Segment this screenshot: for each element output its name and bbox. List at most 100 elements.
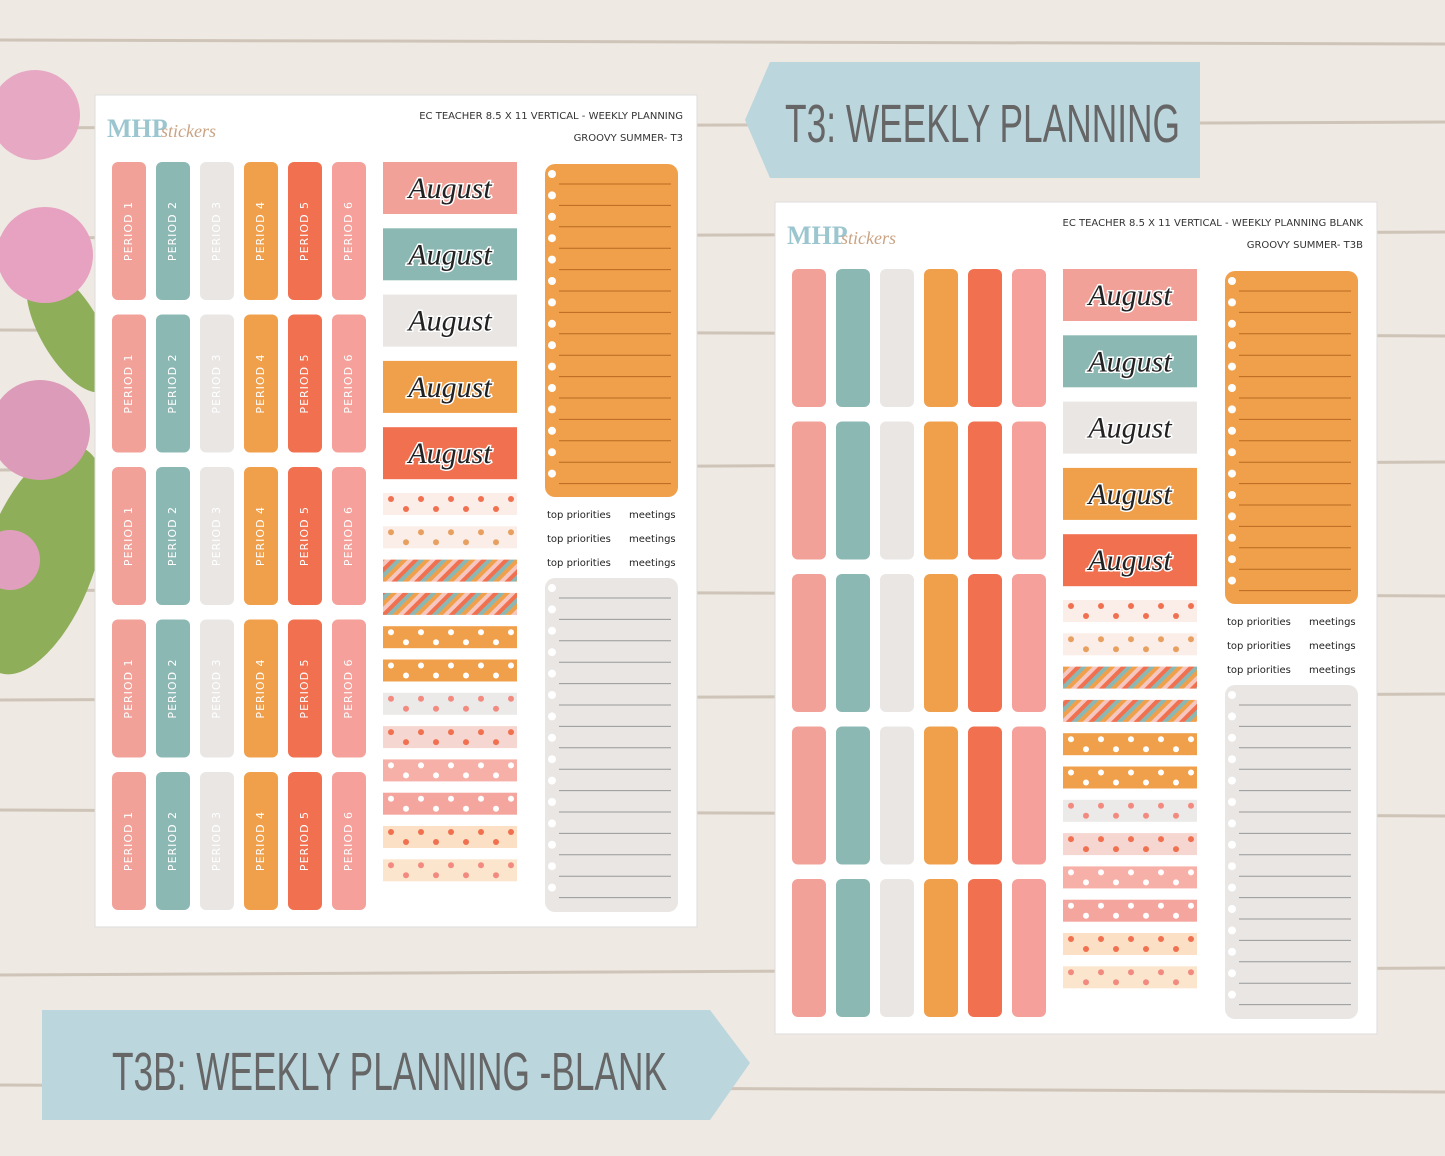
period-tab <box>332 467 366 605</box>
washi-dot <box>1113 979 1119 986</box>
washi-dot <box>1173 879 1179 886</box>
washi-dot <box>418 762 424 769</box>
month-label-box <box>383 294 517 347</box>
list-hole <box>1228 405 1236 414</box>
washi-dot <box>433 705 439 712</box>
list-hole <box>548 840 556 849</box>
month-label: August <box>1086 412 1172 445</box>
month-label-box <box>383 228 517 281</box>
list-hole <box>1228 947 1236 956</box>
washi-dot <box>1143 746 1149 753</box>
washi-dot <box>448 629 454 636</box>
period-tab <box>836 269 870 407</box>
list-hole <box>548 170 556 178</box>
period-label: PERIOD 3 <box>210 201 223 261</box>
period-label: PERIOD 3 <box>210 353 223 413</box>
washi-strip <box>1063 666 1197 689</box>
period-tab <box>836 726 870 865</box>
washi-dot <box>508 795 514 802</box>
period-label: PERIOD 4 <box>254 353 267 413</box>
month-label: August <box>406 238 492 271</box>
washi-dot <box>448 496 454 502</box>
list-hole <box>1228 819 1236 828</box>
period-label: PERIOD 5 <box>298 658 311 718</box>
sheet-subheader: GROOVY SUMMER- T3B <box>1247 240 1363 251</box>
list-hole <box>1228 298 1236 307</box>
washi-dot <box>1068 902 1074 909</box>
list-hole <box>548 212 556 221</box>
washi-dot <box>1158 802 1164 809</box>
period-tab <box>1012 726 1046 865</box>
list-hole <box>1228 798 1236 806</box>
list-hole <box>548 584 556 592</box>
period-tab <box>332 314 366 453</box>
washi-dot <box>478 529 484 536</box>
washi-dot <box>433 672 439 679</box>
period-tab <box>200 162 234 300</box>
washi-dot <box>1143 979 1149 986</box>
list-hole <box>1228 776 1236 785</box>
period-tab <box>968 269 1002 407</box>
washi-dot <box>1068 603 1074 609</box>
period-label: PERIOD 2 <box>166 658 179 718</box>
period-tab <box>880 574 914 712</box>
washi-dot <box>1173 613 1179 619</box>
period-tab <box>880 879 914 1017</box>
washi-dot <box>1188 769 1194 776</box>
washi-dot <box>1173 779 1179 786</box>
washi-dot <box>388 529 394 536</box>
list-hole <box>1228 319 1236 328</box>
washi-dot <box>1113 946 1119 952</box>
list-hole <box>1228 905 1236 913</box>
washi-dot <box>463 805 469 812</box>
washi-dot <box>448 662 454 669</box>
washi-dot <box>1128 736 1134 743</box>
washi-dot <box>388 862 394 869</box>
logo-brand: MHP <box>107 114 168 143</box>
list-heading: top priorities <box>1227 665 1291 676</box>
washi-dot <box>478 629 484 636</box>
list-hole <box>548 691 556 699</box>
list-hole <box>548 341 556 350</box>
washi-dot <box>493 672 499 679</box>
washi-dot <box>1068 969 1074 976</box>
washi-dot <box>1098 603 1104 609</box>
period-label: PERIOD 1 <box>122 658 135 718</box>
period-tab <box>200 467 234 605</box>
washi-dot <box>1113 613 1119 619</box>
washi-dot <box>1143 812 1149 819</box>
period-label: PERIOD 4 <box>254 201 267 261</box>
washi-dot <box>1128 769 1134 776</box>
washi-dot <box>1098 836 1104 843</box>
washi-dot <box>1188 636 1194 643</box>
list-hole <box>548 234 556 243</box>
washi-dot <box>433 872 439 879</box>
washi-dot <box>1143 613 1149 619</box>
washi-dot <box>418 695 424 702</box>
period-tab <box>924 421 958 560</box>
month-label-box <box>383 162 517 214</box>
list-hole <box>1228 426 1236 435</box>
list-heading: top priorities <box>547 534 611 545</box>
washi-dot <box>493 839 499 845</box>
washi-dot <box>493 872 499 879</box>
list-box <box>545 164 678 497</box>
period-label: PERIOD 1 <box>122 506 135 566</box>
washi-dot <box>403 872 409 879</box>
period-tab <box>156 619 190 758</box>
washi-dot <box>403 639 409 646</box>
sheet-subheader: GROOVY SUMMER- T3 <box>574 133 683 144</box>
period-label: PERIOD 5 <box>298 353 311 413</box>
list-hole <box>1228 512 1236 521</box>
washi-dot <box>1098 802 1104 809</box>
washi-dot <box>388 496 394 502</box>
month-label-box <box>1063 534 1197 587</box>
period-tab <box>156 162 190 300</box>
period-tab <box>288 467 322 605</box>
list-hole <box>548 626 556 635</box>
period-tab <box>112 467 146 605</box>
period-label: PERIOD 6 <box>342 353 355 413</box>
washi-dot <box>403 839 409 845</box>
washi-dot <box>478 662 484 669</box>
